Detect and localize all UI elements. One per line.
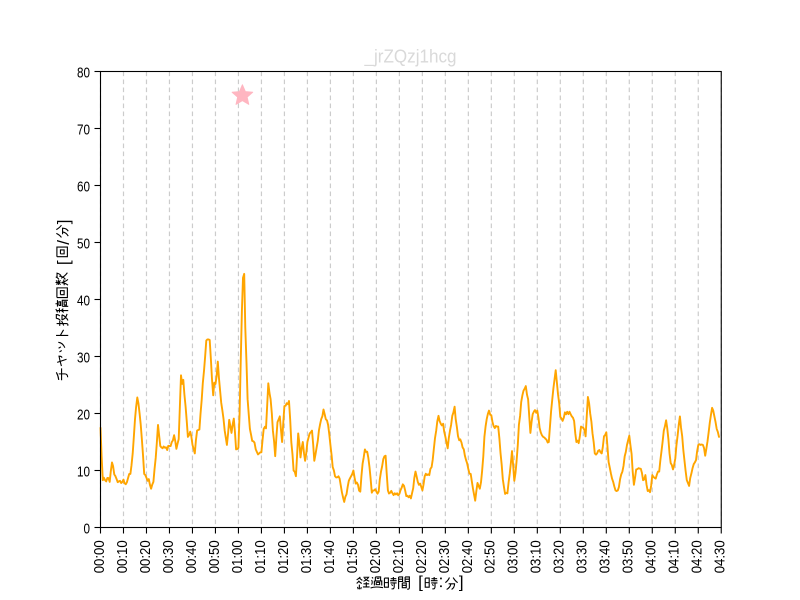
svg-text:04:30: 04:30 [712, 540, 729, 573]
svg-text:00:10: 00:10 [114, 540, 131, 573]
svg-text:03:10: 03:10 [528, 540, 545, 573]
svg-text:_jrZQzj1hcg: _jrZQzj1hcg [364, 47, 457, 68]
svg-text:/: / [54, 240, 73, 245]
svg-text:04:20: 04:20 [689, 540, 706, 573]
svg-text:03:20: 03:20 [551, 540, 568, 573]
svg-text:00:00: 00:00 [91, 540, 108, 573]
svg-text:40: 40 [77, 293, 90, 310]
svg-text:00:20: 00:20 [137, 540, 154, 573]
svg-text:02:30: 02:30 [436, 540, 453, 573]
svg-text:04:00: 04:00 [643, 540, 660, 573]
svg-text:03:40: 03:40 [597, 540, 614, 573]
svg-text:20: 20 [77, 407, 90, 424]
svg-text:01:10: 01:10 [252, 540, 269, 573]
svg-text:01:40: 01:40 [321, 540, 338, 573]
svg-text:00:50: 00:50 [206, 540, 223, 573]
svg-text:03:30: 03:30 [574, 540, 591, 573]
svg-text:04:10: 04:10 [666, 540, 683, 573]
svg-text:02:00: 02:00 [367, 540, 384, 573]
svg-text:10: 10 [77, 464, 90, 481]
svg-text:]: ] [459, 573, 464, 592]
svg-text:0: 0 [84, 521, 91, 538]
svg-text:02:20: 02:20 [413, 540, 430, 573]
svg-text:03:00: 03:00 [505, 540, 522, 573]
svg-text:]: ] [54, 220, 73, 225]
svg-text:01:00: 01:00 [229, 540, 246, 573]
svg-text:50: 50 [77, 236, 90, 253]
svg-text:02:50: 02:50 [482, 540, 499, 573]
svg-text:00:30: 00:30 [160, 540, 177, 573]
svg-text:01:30: 01:30 [298, 540, 315, 573]
svg-text:01:20: 01:20 [275, 540, 292, 573]
svg-text:03:50: 03:50 [620, 540, 637, 573]
svg-text:80: 80 [77, 65, 90, 82]
svg-text:70: 70 [77, 122, 90, 139]
svg-text:[: [ [54, 260, 73, 265]
svg-text:30: 30 [77, 350, 90, 367]
svg-text:02:10: 02:10 [390, 540, 407, 573]
svg-text:02:40: 02:40 [459, 540, 476, 573]
svg-text:01:50: 01:50 [344, 540, 361, 573]
svg-text:60: 60 [77, 179, 90, 196]
svg-text:[: [ [418, 573, 423, 592]
svg-text:00:40: 00:40 [183, 540, 200, 573]
